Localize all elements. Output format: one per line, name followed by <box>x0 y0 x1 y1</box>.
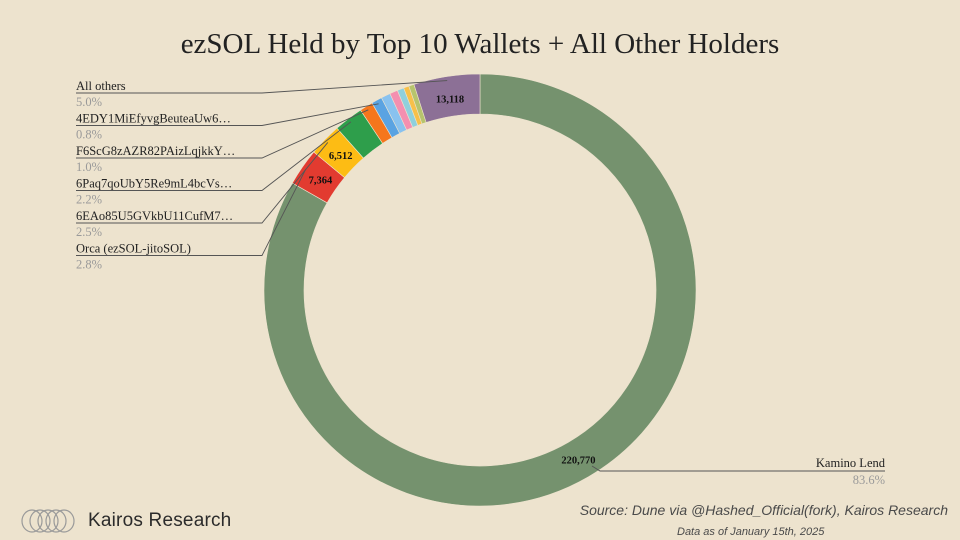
legend-name-f6scg8zazr82paizlqjkky: F6ScG8zAZR82PAizLqjkkY… <box>76 144 235 158</box>
legend-name-all-others: All others <box>76 79 126 93</box>
brand: Kairos Research <box>20 506 231 536</box>
legend-labels: All others 5.0% 4EDY1MiEfyvgBeuteaUw6… 0.8%… <box>76 79 886 487</box>
leader-f6scg8zazr82paizlqjkky <box>76 109 369 159</box>
slice-all-others <box>413 73 481 123</box>
leader-lines <box>76 80 885 472</box>
legend-pct-kamino-lend: 83.6% <box>853 473 885 487</box>
kairos-logo-icon <box>21 509 75 533</box>
chart-title: ezSOL Held by Top 10 Wallets + All Other… <box>180 28 780 60</box>
legend-pct-all-others: 5.0% <box>76 95 102 109</box>
legend-name-6paq7qouby5re9ml4bcvs: 6Paq7qoUbY5Re9mL4bcVs… <box>76 177 232 191</box>
legend-pct-6eao85u5gvkbu11cufm7: 2.5% <box>76 225 102 239</box>
legend-name-orca-ezsol-jitosol: Orca (ezSOL-jitoSOL) <box>76 242 191 256</box>
legend-pct-6paq7qouby5re9ml4bcvs: 2.2% <box>76 193 102 207</box>
value-label-orca-ezsol-jitosol: 7,364 <box>309 176 333 187</box>
legend-pct-f6scg8zazr82paizlqjkky: 1.0% <box>76 160 102 174</box>
legend-pct-4edy1miefyvgbeuteauw6: 0.8% <box>76 128 102 142</box>
leader-kamino-lend <box>591 465 885 472</box>
donut-slices <box>263 73 697 507</box>
leader-all-others <box>76 80 448 94</box>
legend-name-4edy1miefyvgbeuteauw6: 4EDY1MiEfyvgBeuteaUw6… <box>76 112 231 126</box>
leader-4edy1miefyvgbeuteauw6 <box>76 103 379 126</box>
brand-name: Kairos Research <box>88 510 232 531</box>
value-labels: 220,770 7,364 6,512 13,118 <box>309 94 596 466</box>
value-label-all-others: 13,118 <box>436 94 464 105</box>
legend-name-kamino-lend: Kamino Lend <box>816 456 886 470</box>
value-label-kamino-lend: 220,770 <box>561 455 595 466</box>
source-note: Source: Dune via @Hashed_Official(fork),… <box>579 502 948 518</box>
leader-orca-ezsol-jitosol <box>76 169 307 256</box>
legend-name-6eao85u5gvkbu11cufm7: 6EAo85U5GVkbU11CufM7… <box>76 209 233 223</box>
legend-pct-orca-ezsol-jitosol: 2.8% <box>76 258 102 272</box>
leader-6paq7qouby5re9ml4bcvs <box>76 121 352 191</box>
leader-6eao85u5gvkbu11cufm7 <box>76 142 329 224</box>
value-label-6eao85u5gvkbu11cufm7: 6,512 <box>329 151 353 162</box>
date-note: Data as of January 15th, 2025 <box>677 526 825 538</box>
slice-kamino-lend <box>263 73 697 507</box>
